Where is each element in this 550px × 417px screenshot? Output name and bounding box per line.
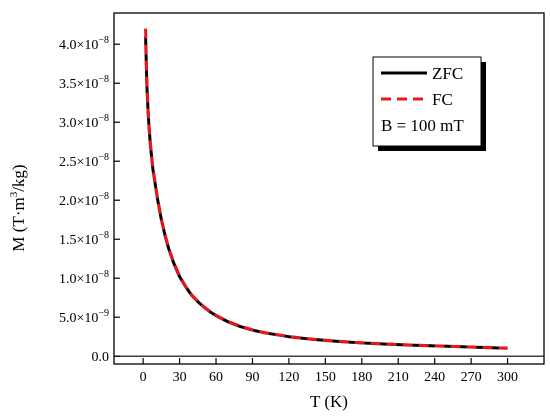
y-axis-label: M (T·m3/kg) bbox=[8, 164, 28, 251]
x-tick-label: 30 bbox=[173, 370, 187, 385]
y-tick-label: 4.0×10−8 bbox=[59, 35, 109, 53]
ticks-layer: 0 30 60 90 120 150 180 210 240 270 300 0.0 5.0×10−9 1… bbox=[59, 35, 544, 385]
x-tick-label: 120 bbox=[278, 370, 299, 385]
y-tick-label: 1.5×10−8 bbox=[59, 230, 109, 248]
x-tick-label: 0 bbox=[140, 370, 147, 385]
series-line-fc bbox=[144, 28, 508, 350]
legend-label-zfc: ZFC bbox=[432, 64, 463, 83]
plot-frame bbox=[113, 12, 545, 365]
legend: ZFC FC B = 100 mT bbox=[372, 56, 486, 151]
y-axis-label-sup: 3 bbox=[8, 191, 20, 197]
x-tick-label: 150 bbox=[315, 370, 336, 385]
y-tick-label: 3.5×10−8 bbox=[59, 74, 109, 92]
y-tick-label: 0.0 bbox=[92, 350, 110, 365]
y-tick-label: 1.0×10−8 bbox=[59, 269, 109, 287]
y-tick-label: 5.0×10−9 bbox=[59, 308, 109, 326]
y-tick-label: 3.0×10−8 bbox=[59, 113, 109, 131]
x-tick-label: 90 bbox=[245, 370, 259, 385]
legend-note: B = 100 mT bbox=[381, 116, 464, 135]
y-tick-label: 2.0×10−8 bbox=[59, 191, 109, 209]
x-tick-label: 180 bbox=[351, 370, 372, 385]
x-axis-label: T (K) bbox=[310, 392, 348, 411]
y-axis-label-main: M (T·m bbox=[9, 197, 28, 251]
x-tick-label: 300 bbox=[497, 370, 518, 385]
legend-label-fc: FC bbox=[432, 90, 453, 109]
x-tick-label: 270 bbox=[461, 370, 482, 385]
y-tick-label: 2.5×10−8 bbox=[59, 152, 109, 170]
x-tick-label: 210 bbox=[388, 370, 409, 385]
lines-layer bbox=[144, 28, 508, 350]
x-tick-label: 60 bbox=[209, 370, 223, 385]
x-tick-label: 240 bbox=[424, 370, 445, 385]
y-axis-label-tail: /kg) bbox=[9, 164, 28, 191]
